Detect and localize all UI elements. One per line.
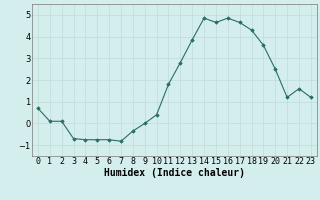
- X-axis label: Humidex (Indice chaleur): Humidex (Indice chaleur): [104, 168, 245, 178]
